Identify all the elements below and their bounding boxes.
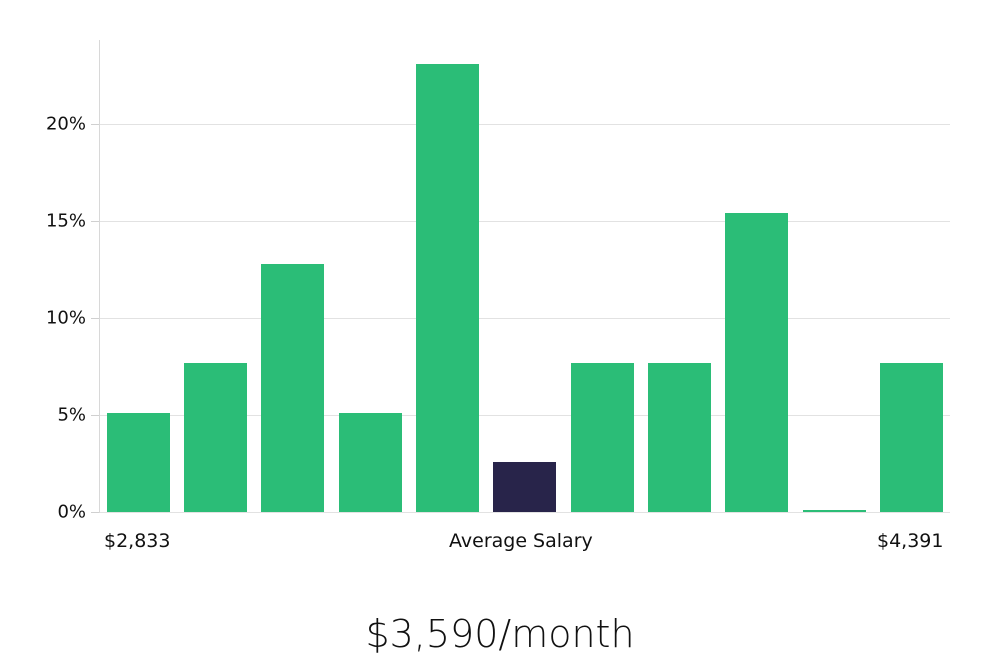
salary-bar bbox=[648, 362, 711, 512]
y-axis-line bbox=[99, 40, 100, 513]
y-tick-20 bbox=[91, 124, 99, 125]
salary-bar bbox=[416, 63, 479, 512]
average-salary-value: $3,590/month bbox=[365, 612, 635, 656]
y-tick-label: 10% bbox=[45, 307, 86, 329]
salary-bar bbox=[261, 263, 324, 512]
x-min-label: $2,833 bbox=[104, 530, 171, 552]
plot-area bbox=[100, 40, 950, 512]
y-tick-10 bbox=[91, 318, 99, 319]
y-tick-label: 15% bbox=[45, 210, 86, 232]
x-axis-title: Average Salary bbox=[449, 530, 593, 552]
y-tick-15 bbox=[91, 221, 99, 222]
x-max-label: $4,391 bbox=[877, 530, 944, 552]
y-tick-5 bbox=[91, 415, 99, 416]
gridline-10 bbox=[100, 318, 950, 319]
salary-bar bbox=[184, 362, 247, 512]
y-tick-label: 5% bbox=[57, 404, 86, 426]
gridline-0 bbox=[100, 512, 950, 513]
salary-bar bbox=[339, 413, 402, 512]
salary-bar bbox=[803, 510, 866, 512]
salary-bar bbox=[880, 362, 943, 512]
gridline-20 bbox=[100, 124, 950, 125]
y-tick-label: 20% bbox=[45, 113, 86, 135]
salary-bar bbox=[107, 413, 170, 512]
gridline-5 bbox=[100, 415, 950, 416]
y-tick-0 bbox=[91, 512, 99, 513]
highlighted-salary-bar bbox=[493, 461, 556, 512]
salary-bar bbox=[725, 213, 788, 512]
y-tick-label: 0% bbox=[57, 501, 86, 523]
salary-bar bbox=[571, 362, 634, 512]
gridline-15 bbox=[100, 221, 950, 222]
